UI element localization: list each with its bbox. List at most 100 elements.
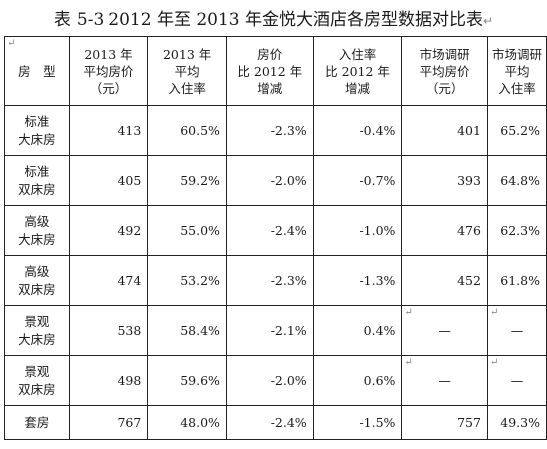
data-cell: 0.4% <box>312 305 403 356</box>
data-cell: -1.3% <box>312 255 403 306</box>
room-type-label: 景观 <box>24 363 50 379</box>
room-type-cell: 套房 <box>4 405 70 440</box>
data-cell: -2.3% <box>225 255 314 306</box>
cell-value: 48.0% <box>180 415 220 430</box>
room-type-label: 大床房 <box>18 131 56 147</box>
data-cell: 492 <box>68 205 149 256</box>
header-cell: 入住率比 2012 年增减 <box>312 36 403 106</box>
data-cell: -1.0% <box>312 205 403 256</box>
cell-value: 757 <box>457 415 481 430</box>
data-cell: -2.4% <box>225 405 314 440</box>
data-cell: 60.5% <box>147 105 227 156</box>
room-type-cell: 标准 大床房 <box>4 105 70 156</box>
paragraph-mark-icon: ↵ <box>404 307 413 318</box>
cell-value: 538 <box>117 323 142 338</box>
cell-value: 60.5% <box>180 123 220 138</box>
data-cell: 401 <box>401 105 488 156</box>
data-cell: ↵ — <box>401 355 488 406</box>
header-row: ↵ 房 型 2013 年平均房价 （元） 2013 年平均 入住率 房价比 2012 年增减… <box>4 36 547 106</box>
data-cell: 59.2% <box>147 155 227 206</box>
cell-value: -1.3% <box>359 273 396 288</box>
header-label: 2013 年 <box>162 46 212 62</box>
room-type-comparison-table: ↵ 房 型 2013 年平均房价 （元） 2013 年平均 入住率 房价比 2012 年增减… <box>4 36 547 440</box>
paragraph-mark-icon: ↵ <box>483 14 494 28</box>
table-row: 套房 767 48.0% -2.4% -1.5% 757 49.3% <box>4 405 547 440</box>
room-type-label: 大床房 <box>18 331 56 347</box>
data-cell: 452 <box>401 255 488 306</box>
cell-value: 474 <box>117 273 142 288</box>
room-type-label: 双床房 <box>18 281 56 297</box>
data-cell: 476 <box>401 205 488 256</box>
header-label: 平均房价 <box>419 63 470 79</box>
room-type-label: 双床房 <box>18 381 56 397</box>
room-type-cell: 高级 双床房 <box>4 255 70 306</box>
room-type-cell: 标准 双床房 <box>4 155 70 206</box>
cell-value: -2.0% <box>270 173 307 188</box>
cell-value: 59.6% <box>180 373 220 388</box>
cell-value: -2.3% <box>270 273 307 288</box>
cell-value: 0.6% <box>363 373 396 388</box>
header-cell: 市场调研 平均房价 （元） <box>401 36 488 106</box>
data-cell: 49.3% <box>486 405 547 440</box>
data-cell: 58.4% <box>147 305 227 356</box>
paragraph-mark-icon: ↵ <box>489 357 499 368</box>
cell-value: 393 <box>457 173 481 188</box>
data-cell: ↵ — <box>401 305 488 356</box>
data-cell: 498 <box>68 355 149 406</box>
cell-value: 0.4% <box>363 323 396 338</box>
paragraph-mark-icon: ↵ <box>404 357 413 368</box>
room-type-label: 双床房 <box>18 181 56 197</box>
cell-value: -1.0% <box>359 223 396 238</box>
cell-value: 452 <box>457 273 481 288</box>
cell-value: -2.0% <box>270 373 307 388</box>
cell-value: — <box>438 373 451 388</box>
data-cell: -0.7% <box>312 155 403 206</box>
data-cell: 64.8% <box>486 155 547 206</box>
header-label: 增减 <box>257 80 283 96</box>
data-cell: 53.2% <box>147 255 227 306</box>
data-cell: -2.4% <box>225 205 314 256</box>
header-label: 市场调研 <box>419 46 470 62</box>
cell-value: -0.4% <box>359 123 396 138</box>
cell-value: 498 <box>117 373 142 388</box>
caption-number: 5-3 <box>76 10 105 30</box>
data-cell: 474 <box>68 255 149 306</box>
cell-value: 767 <box>117 415 142 430</box>
cell-value: 59.2% <box>180 173 220 188</box>
room-type-label: 高级 <box>24 263 50 279</box>
data-cell: 767 <box>68 405 149 440</box>
header-label: 平均房价 <box>83 63 134 79</box>
cell-value: -2.4% <box>270 415 307 430</box>
data-cell: 413 <box>68 105 149 156</box>
data-cell: ↵ — <box>486 305 547 356</box>
header-cell: ↵ 房 型 <box>4 36 70 106</box>
table-row: 景观 双床房 498 59.6% -2.0% 0.6% ↵ — ↵ — <box>4 355 547 406</box>
cell-value: — <box>510 323 524 338</box>
caption-text: 2012 年至 2013 年金悦大酒店各房型数据对比表 <box>108 10 484 30</box>
header-label: 2013 年 <box>84 46 133 62</box>
data-cell: 48.0% <box>147 405 227 440</box>
data-cell: 393 <box>401 155 488 206</box>
header-label: 市场调研 <box>491 46 542 62</box>
data-cell: 405 <box>68 155 149 206</box>
header-label: 增减 <box>345 80 371 96</box>
room-type-cell: 高级 大床房 <box>4 205 70 256</box>
table-caption: 表 5-3 2012 年至 2013 年金悦大酒店各房型数据对比表↵ <box>0 7 547 33</box>
cell-value: 413 <box>117 123 142 138</box>
header-label: 比 2012 年 <box>325 63 390 79</box>
data-cell: -2.1% <box>225 305 314 356</box>
room-type-label: 高级 <box>24 213 50 229</box>
data-cell: -1.5% <box>312 405 403 440</box>
cell-value: 62.3% <box>500 223 540 238</box>
data-cell: 59.6% <box>147 355 227 406</box>
data-cell: -2.0% <box>225 155 314 206</box>
cell-value: 65.2% <box>500 123 540 138</box>
header-cell: 2013 年平均房价 （元） <box>68 36 149 106</box>
paragraph-mark-icon: ↵ <box>489 307 499 318</box>
cell-value: -1.5% <box>359 415 396 430</box>
cell-value: — <box>438 323 451 338</box>
table-row: 景观 大床房 538 58.4% -2.1% 0.4% ↵ — ↵ — <box>4 305 547 356</box>
room-type-label: 标准 <box>24 163 50 179</box>
cell-value: 405 <box>117 173 142 188</box>
data-cell: 62.3% <box>486 205 547 256</box>
